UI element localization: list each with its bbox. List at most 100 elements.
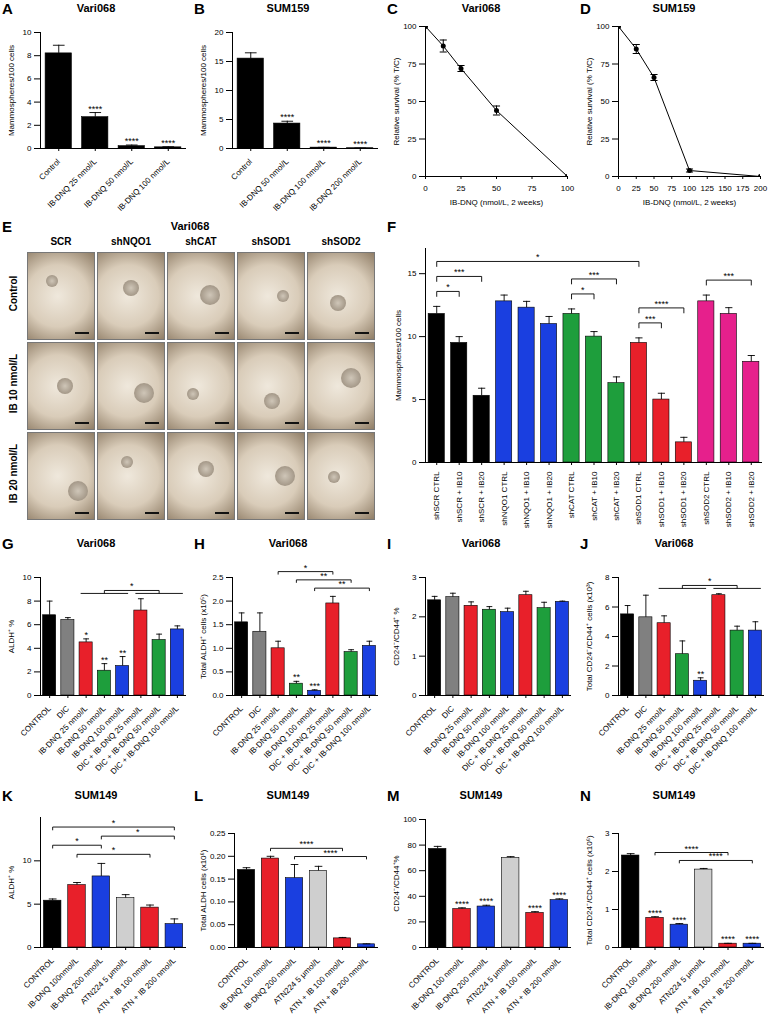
svg-text:Mammospheres/100 cells: Mammospheres/100 cells [394,310,403,401]
svg-text:50: 50 [492,184,501,193]
svg-text:ALDH⁺ %: ALDH⁺ % [7,620,16,654]
svg-text:1.0: 1.0 [212,644,224,653]
svg-text:0: 0 [219,144,224,153]
svg-text:2: 2 [605,662,610,671]
svg-text:2.5: 2.5 [212,573,224,582]
svg-text:4: 4 [605,632,610,641]
svg-text:5: 5 [219,115,224,124]
svg-text:****: **** [299,839,314,849]
svg-text:20: 20 [408,917,417,926]
svg-text:0: 0 [412,691,417,700]
svg-text:75: 75 [408,60,417,69]
svg-text:****: **** [479,896,494,906]
svg-text:Total ALDH⁺ cells (x10⁵): Total ALDH⁺ cells (x10⁵) [199,594,208,679]
svg-text:CONTROL: CONTROL [19,704,53,738]
svg-text:25: 25 [601,135,610,144]
svg-text:**: ** [101,655,109,665]
svg-text:2: 2 [27,121,32,130]
svg-text:ALDH⁺ %: ALDH⁺ % [7,866,16,900]
svg-text:*: * [581,285,585,295]
svg-text:**: ** [697,669,705,679]
svg-text:100: 100 [596,22,610,31]
svg-text:100: 100 [683,184,697,193]
svg-text:125: 125 [701,184,715,193]
svg-text:*: * [536,252,540,262]
svg-text:IB-DNQ (nmol/L, 2 weeks): IB-DNQ (nmol/L, 2 weeks) [643,198,737,207]
svg-text:shCAT + IB20: shCAT + IB20 [612,471,621,521]
svg-text:8: 8 [27,597,32,606]
svg-text:0: 0 [27,144,32,153]
svg-text:40: 40 [408,892,417,901]
svg-text:DIC + IB-DNQ 100 nmol/L: DIC + IB-DNQ 100 nmol/L [494,704,566,776]
svg-text:60: 60 [408,866,417,875]
svg-text:*: * [136,827,140,837]
svg-text:10: 10 [215,86,224,95]
svg-text:25: 25 [408,135,417,144]
svg-text:4: 4 [27,644,32,653]
svg-text:1: 1 [605,905,610,914]
svg-text:****: **** [125,136,140,146]
svg-text:shNQO1 CTRL: shNQO1 CTRL [500,471,509,526]
svg-text:**: ** [338,579,346,589]
svg-text:shCAT + IB10: shCAT + IB10 [590,471,599,521]
svg-text:0.00: 0.00 [210,943,226,952]
svg-text:CONTROL: CONTROL [597,704,631,738]
svg-text:2: 2 [27,667,32,676]
svg-text:shSOD1 CTRL: shSOD1 CTRL [634,471,643,525]
svg-text:100: 100 [403,22,417,31]
svg-text:6: 6 [27,620,32,629]
svg-text:0: 0 [412,172,417,181]
svg-text:Total CD24⁻/CD44⁺ cells (x10³): Total CD24⁻/CD44⁺ cells (x10³) [585,581,594,691]
svg-text:CD24⁻/CD44⁺%: CD24⁻/CD44⁺% [392,855,401,911]
svg-text:150: 150 [718,184,732,193]
svg-text:0: 0 [412,943,417,952]
svg-text:15: 15 [215,57,224,66]
svg-text:****: **** [528,903,543,913]
svg-text:3: 3 [412,573,417,582]
svg-text:Relative survival (% T/C): Relative survival (% T/C) [585,57,594,145]
svg-text:***: *** [645,314,656,324]
svg-text:*: * [84,630,88,640]
svg-text:75: 75 [601,60,610,69]
svg-text:Total ALDH cells (x10⁶): Total ALDH cells (x10⁶) [199,849,208,931]
svg-text:4: 4 [27,98,32,107]
svg-text:DIC + IB-DNQ 100 nmol/L: DIC + IB-DNQ 100 nmol/L [687,704,759,776]
svg-text:IB-DNQ 200 nmol/L: IB-DNQ 200 nmol/L [308,157,364,213]
svg-text:****: **** [745,934,760,944]
svg-text:***: *** [454,267,465,277]
svg-text:shNQO1 + IB10: shNQO1 + IB10 [522,471,531,528]
svg-text:****: **** [455,899,470,909]
svg-text:DIC + IB-DNQ 100 nmol/L: DIC + IB-DNQ 100 nmol/L [109,704,181,776]
svg-text:1.5: 1.5 [212,620,224,629]
svg-text:Relative survival (% T/C): Relative survival (% T/C) [392,57,401,145]
svg-text:6: 6 [27,74,32,83]
svg-text:****: **** [672,915,687,925]
svg-text:5: 5 [412,395,417,404]
svg-text:50: 50 [408,97,417,106]
svg-text:***: *** [309,681,320,691]
svg-text:shSOD1 + IB20: shSOD1 + IB20 [679,471,688,527]
svg-text:IB-DNQ (nmol/L, 2 weeks): IB-DNQ (nmol/L, 2 weeks) [450,198,544,207]
svg-text:shSOD2 CTRL: shSOD2 CTRL [702,471,711,525]
svg-text:ATN + IB 200 nmol/L: ATN + IB 200 nmol/L [504,956,563,1015]
svg-text:10: 10 [23,573,32,582]
svg-text:175: 175 [736,184,750,193]
svg-text:Mammospheres/100 cells: Mammospheres/100 cells [7,45,16,136]
svg-text:**: ** [320,571,328,581]
svg-text:0.25: 0.25 [210,829,226,838]
svg-text:8: 8 [27,51,32,60]
svg-text:8: 8 [605,573,610,582]
svg-text:0.20: 0.20 [210,852,226,861]
svg-text:CONTROL: CONTROL [211,704,245,738]
svg-text:****: **** [317,138,332,148]
svg-text:shSCR + IB10: shSCR + IB10 [455,471,464,522]
svg-text:0: 0 [423,184,428,193]
svg-text:ATN + IB 200 nmol/L: ATN + IB 200 nmol/L [697,956,756,1015]
svg-text:shSOD2 + IB20: shSOD2 + IB20 [747,471,756,527]
svg-text:*: * [446,282,450,292]
svg-text:5: 5 [27,900,32,909]
svg-text:****: **** [684,844,699,854]
svg-text:****: **** [88,104,103,114]
svg-text:100: 100 [561,184,575,193]
svg-text:2.0: 2.0 [212,597,224,606]
